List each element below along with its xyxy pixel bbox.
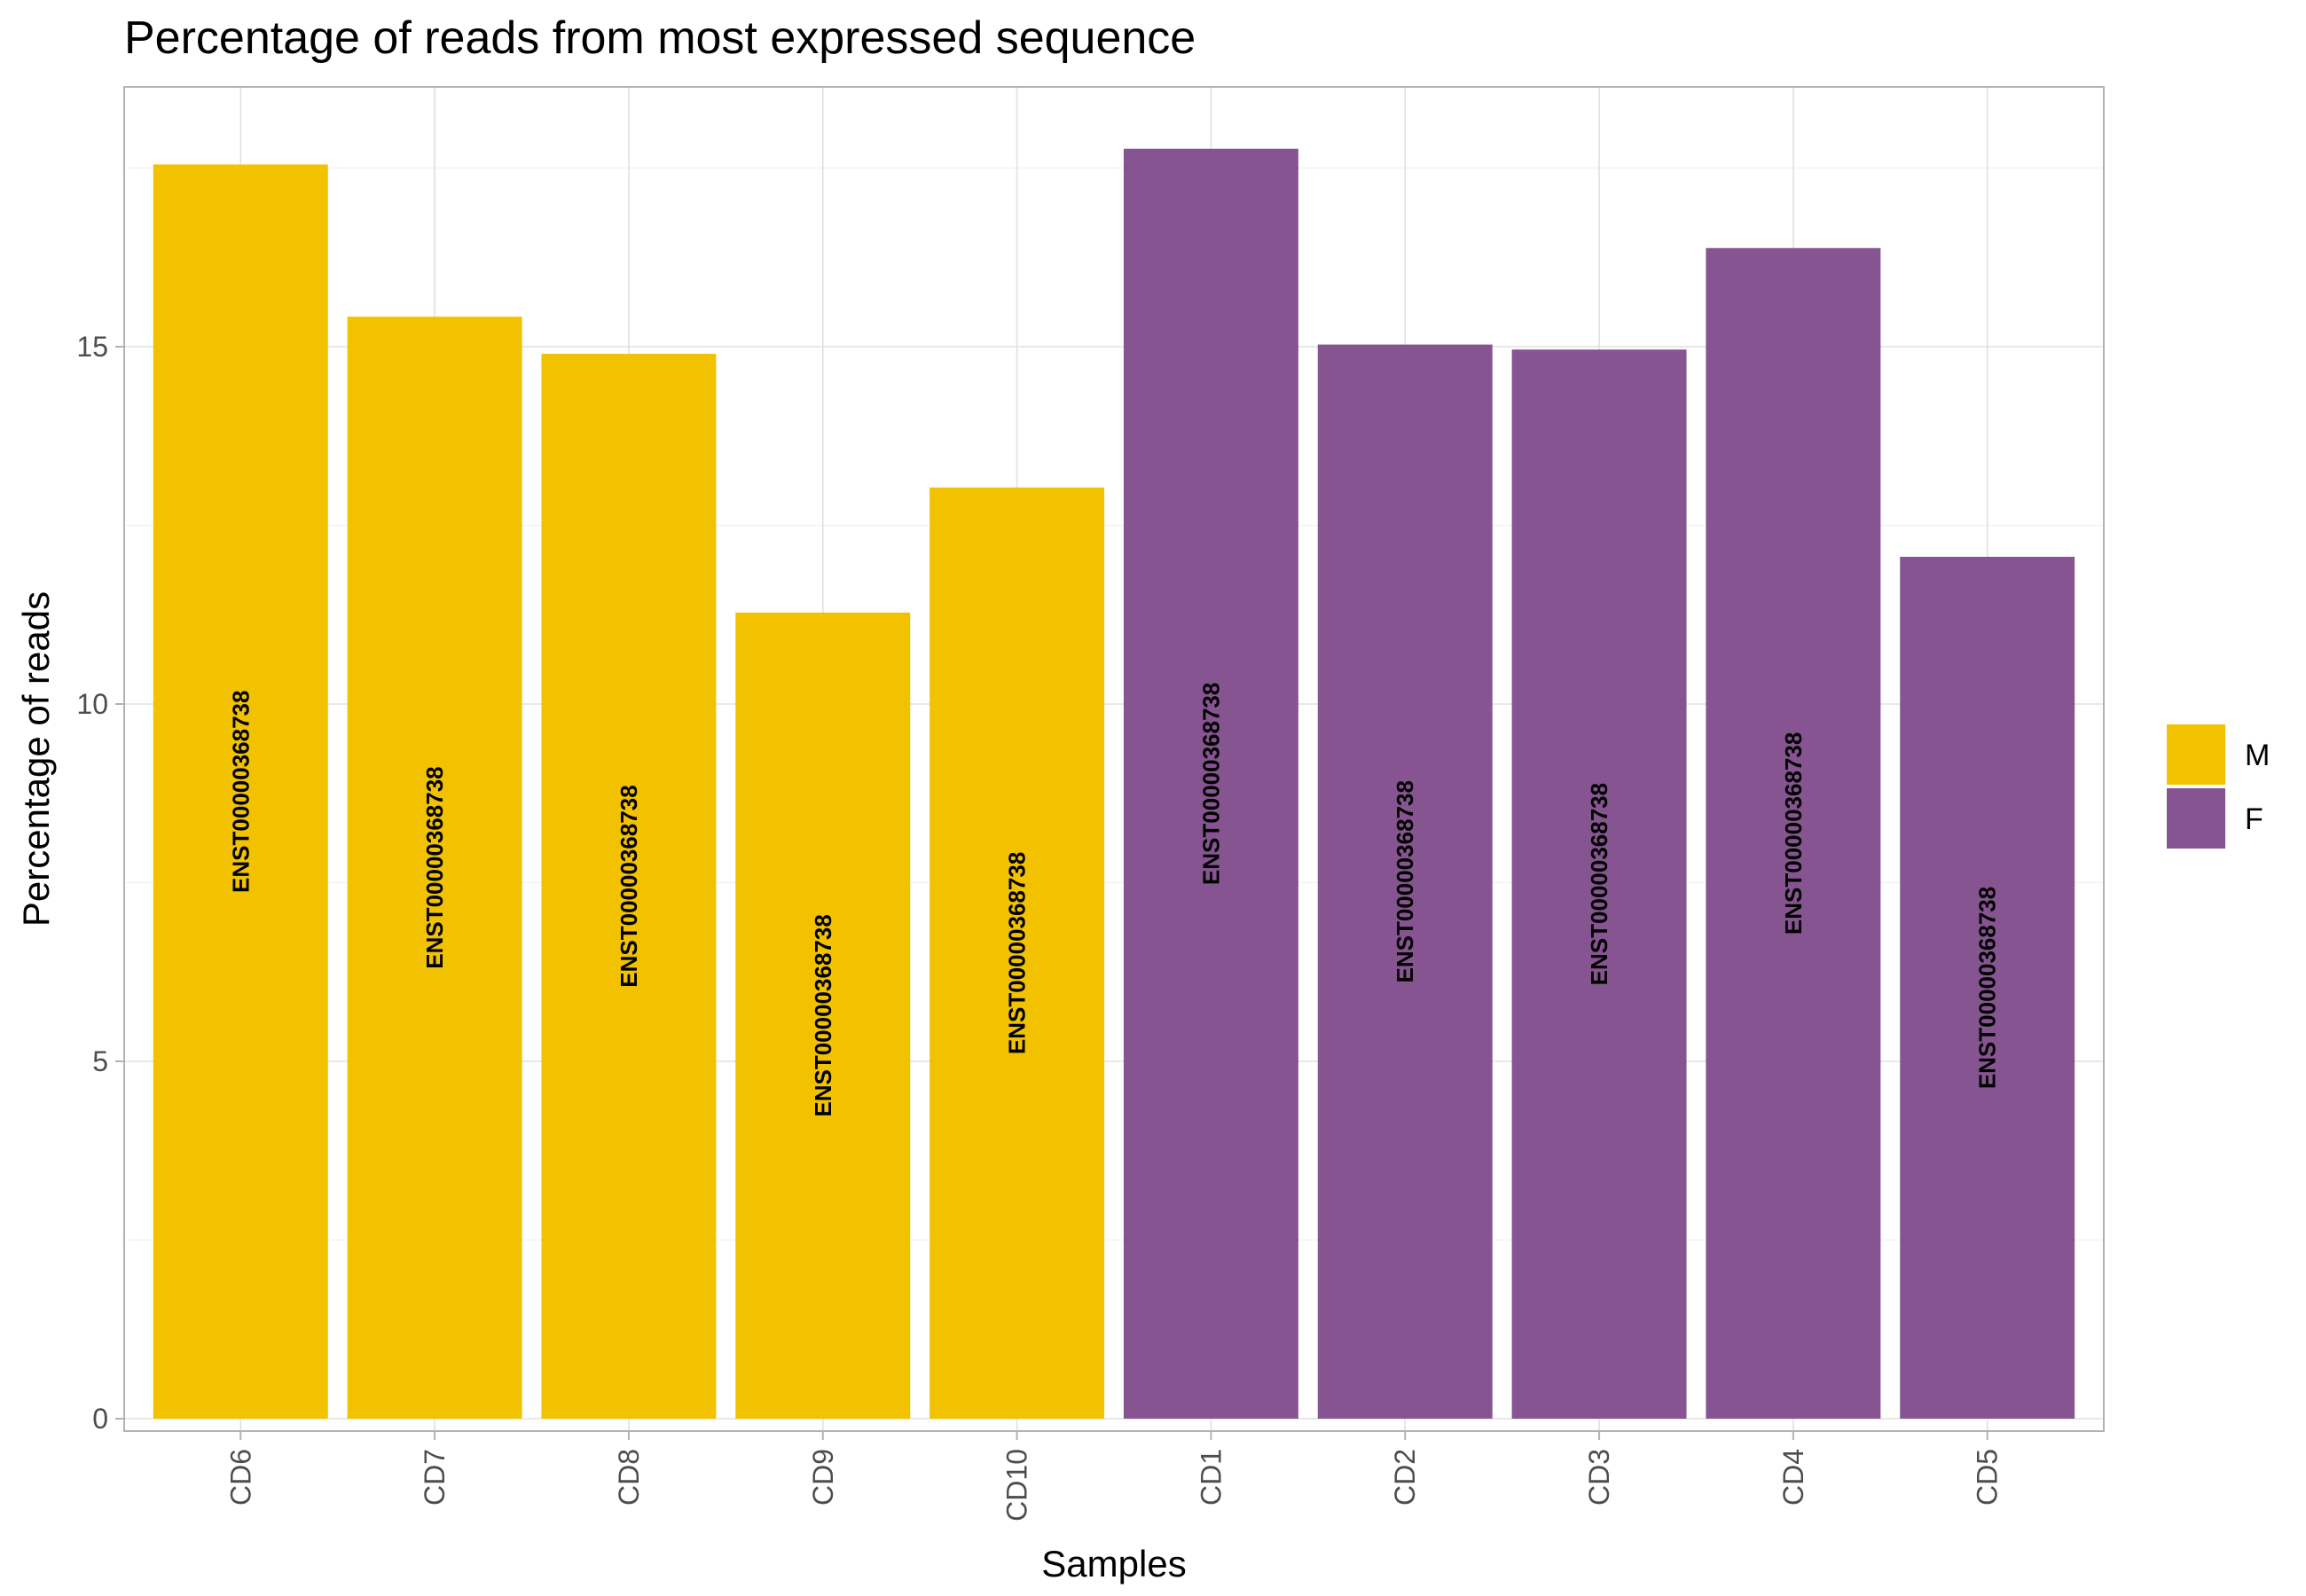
x-tick-label: CD3 <box>1583 1449 1615 1506</box>
y-axis: 0 5 10 15 <box>76 331 124 1435</box>
plot-panel-border <box>123 86 2105 1432</box>
x-tick-label: CD9 <box>807 1449 839 1506</box>
bar-label: ENST00000368738 <box>810 914 836 1116</box>
bars <box>153 148 2075 1420</box>
bar-cd2 <box>1317 344 1493 1419</box>
bar-cd7 <box>347 317 522 1420</box>
bar-label: ENST00000368738 <box>1392 780 1418 982</box>
bar-cd5 <box>1900 556 2075 1419</box>
bar-cd10 <box>929 487 1105 1419</box>
legend: MF <box>2167 724 2270 849</box>
bar-label: ENST00000368738 <box>1197 683 1224 885</box>
x-tick-label: CD6 <box>224 1449 256 1506</box>
bar-cd3 <box>1511 349 1687 1419</box>
legend-key-m <box>2167 724 2225 785</box>
x-tick-label: CD7 <box>419 1449 451 1506</box>
x-tick-label: CD4 <box>1777 1449 1809 1506</box>
bar-label: ENST00000368738 <box>1780 732 1807 935</box>
bar-cd8 <box>541 354 717 1419</box>
chart-title: Percentage of reads from most expressed … <box>124 12 1196 64</box>
x-axis: CD6 CD7 CD8 CD9 CD10 CD1 CD2 CD3 CD4 CD5 <box>224 1431 2004 1522</box>
bar-cd6 <box>153 164 328 1420</box>
y-tick-label: 15 <box>76 331 108 363</box>
bar-cd9 <box>735 612 911 1419</box>
bar-label: ENST00000368738 <box>421 766 448 968</box>
bar-cd1 <box>1123 148 1298 1419</box>
x-tick-label: CD5 <box>1972 1449 2004 1506</box>
legend-label: M <box>2245 739 2270 772</box>
bar-label: ENST00000368738 <box>1586 783 1612 985</box>
bar-labels: ENST00000368738 ENST00000368738 ENST000003… <box>227 683 2000 1117</box>
x-axis-title: Samples <box>1041 1543 1186 1584</box>
y-tick-label: 10 <box>76 688 108 720</box>
legend-label: F <box>2245 802 2263 836</box>
y-tick-label: 0 <box>92 1403 108 1435</box>
bar-cd4 <box>1706 247 1881 1420</box>
bar-label: ENST00000368738 <box>1004 852 1031 1054</box>
bar-label: ENST00000368738 <box>1974 887 2001 1089</box>
y-tick-label: 5 <box>92 1045 108 1077</box>
x-tick-label: CD2 <box>1389 1449 1421 1506</box>
bar-label: ENST00000368738 <box>227 691 254 893</box>
x-tick-label: CD1 <box>1195 1449 1227 1506</box>
x-tick-label: CD10 <box>1001 1449 1033 1522</box>
legend-key-f <box>2167 788 2225 849</box>
x-tick-label: CD8 <box>613 1449 645 1506</box>
bar-label: ENST00000368738 <box>616 785 642 987</box>
y-axis-title: Percentage of reads <box>15 591 57 927</box>
